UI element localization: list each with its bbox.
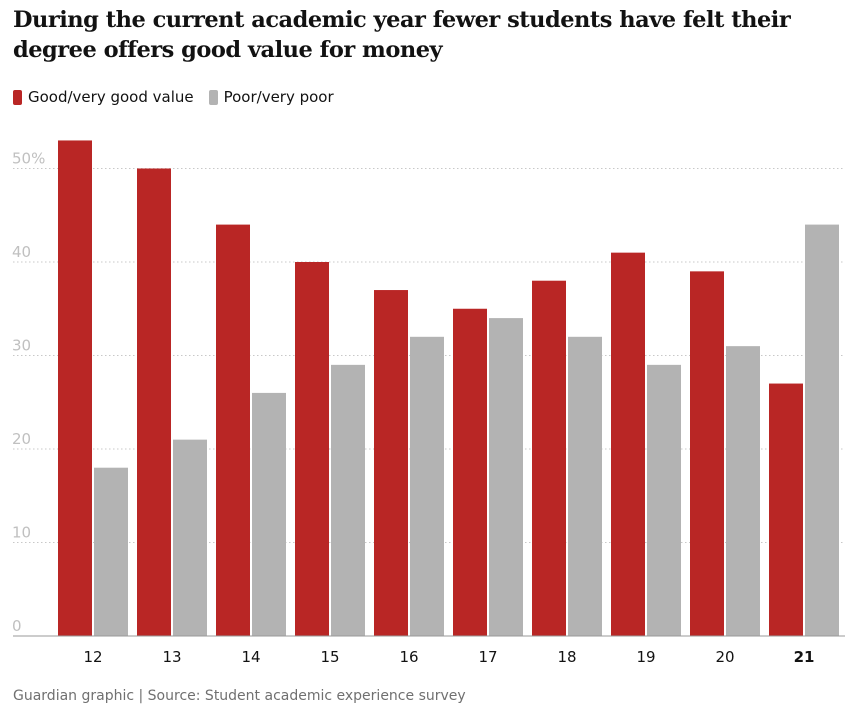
y-tick-label-40: 40 (12, 243, 31, 261)
bar-poor-15 (331, 364, 365, 636)
x-tick-label-14: 14 (241, 648, 260, 666)
bar-poor-14 (252, 392, 286, 636)
legend-label-poor: Poor/very poor (223, 88, 334, 106)
source-credit: Guardian graphic | Source: Student acade… (13, 688, 466, 704)
x-tick-label-18: 18 (557, 648, 576, 666)
chart-legend: Good/very good value Poor/very poor (13, 86, 349, 108)
bar-good-18 (532, 280, 566, 636)
bar-good-20 (690, 271, 724, 636)
bar-good-21 (769, 383, 803, 636)
bar-good-14 (216, 224, 250, 636)
x-tick-label-15: 15 (320, 648, 339, 666)
bar-good-13 (137, 168, 171, 636)
y-tick-label-30: 30 (12, 337, 31, 355)
x-tick-label-20: 20 (715, 648, 734, 666)
bar-poor-16 (410, 336, 444, 636)
x-tick-label-19: 19 (636, 648, 655, 666)
x-tick-label-13: 13 (162, 648, 181, 666)
bar-poor-20 (726, 346, 760, 636)
bar-poor-17 (489, 318, 523, 636)
x-tick-label-16: 16 (399, 648, 418, 666)
bar-poor-18 (568, 336, 602, 636)
x-tick-label-12: 12 (83, 648, 102, 666)
chart-title: During the current academic year fewer s… (13, 7, 791, 63)
bar-good-19 (611, 252, 645, 636)
bar-poor-12 (94, 467, 128, 636)
x-tick-label-21: 21 (794, 648, 815, 666)
bar-poor-13 (173, 439, 207, 636)
bar-good-12 (58, 140, 92, 636)
bar-chart: 0 10 20 30 40 50% 12 13 14 15 16 17 18 19 20 21 (12, 140, 845, 666)
y-tick-label-0: 0 (12, 617, 22, 635)
y-tick-label-20: 20 (12, 430, 31, 448)
bar-good-17 (453, 308, 487, 636)
bar-good-15 (295, 262, 329, 636)
legend-swatch-good (13, 89, 22, 105)
legend-item-good: Good/very good value (13, 88, 194, 106)
y-tick-label-10: 10 (12, 524, 31, 542)
legend-item-poor: Poor/very poor (208, 88, 334, 106)
legend-label-good: Good/very good value (28, 88, 194, 106)
bar-poor-19 (647, 364, 681, 636)
y-tick-label-50: 50% (12, 150, 45, 168)
legend-swatch-poor (208, 89, 218, 105)
bar-good-16 (374, 290, 408, 636)
x-tick-label-17: 17 (478, 648, 497, 666)
bar-poor-21 (805, 224, 839, 636)
